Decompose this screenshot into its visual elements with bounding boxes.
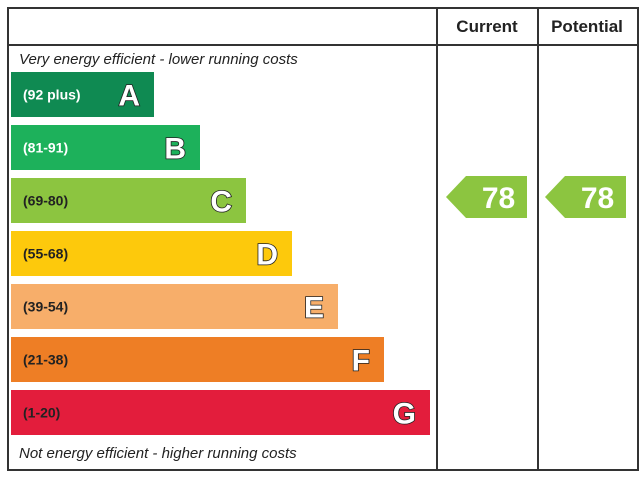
band-f-bar bbox=[11, 337, 384, 382]
current-rating-value: 78 bbox=[482, 182, 515, 215]
band-g-range: (1-20) bbox=[23, 405, 60, 421]
bottom-caption: Not energy efficient - higher running co… bbox=[19, 445, 297, 462]
band-b-bar bbox=[11, 125, 200, 170]
band-d-bar bbox=[11, 231, 292, 276]
band-c-letter: C bbox=[210, 186, 232, 219]
potential-column-header: Potential bbox=[551, 17, 623, 36]
band-f-range: (21-38) bbox=[23, 352, 68, 368]
rating-bands: (92 plus) A (81-91) B (69-80) C (55-68) D (39-54… bbox=[11, 72, 430, 435]
band-a-letter: A bbox=[118, 80, 140, 113]
band-a-bar bbox=[11, 72, 154, 117]
band-c-range: (69-80) bbox=[23, 193, 68, 209]
current-column-header: Current bbox=[456, 17, 518, 36]
band-d-letter: D bbox=[256, 239, 278, 272]
band-e-letter: E bbox=[304, 292, 324, 325]
top-caption: Very energy efficient - lower running co… bbox=[19, 51, 298, 68]
rating-arrows: 78 78 bbox=[446, 176, 626, 218]
band-c-bar bbox=[11, 178, 246, 223]
band-g-letter: G bbox=[393, 398, 416, 431]
band-f-letter: F bbox=[352, 345, 370, 378]
band-b-letter: B bbox=[164, 133, 186, 166]
band-e-bar bbox=[11, 284, 338, 329]
band-e-range: (39-54) bbox=[23, 299, 68, 315]
chart-frame bbox=[7, 7, 639, 471]
potential-rating-arrow bbox=[545, 176, 626, 218]
current-rating-arrow bbox=[446, 176, 527, 218]
band-a-range: (92 plus) bbox=[23, 87, 81, 103]
potential-rating-value: 78 bbox=[581, 182, 614, 215]
band-b-range: (81-91) bbox=[23, 140, 68, 156]
band-g-bar bbox=[11, 390, 430, 435]
band-d-range: (55-68) bbox=[23, 246, 68, 262]
